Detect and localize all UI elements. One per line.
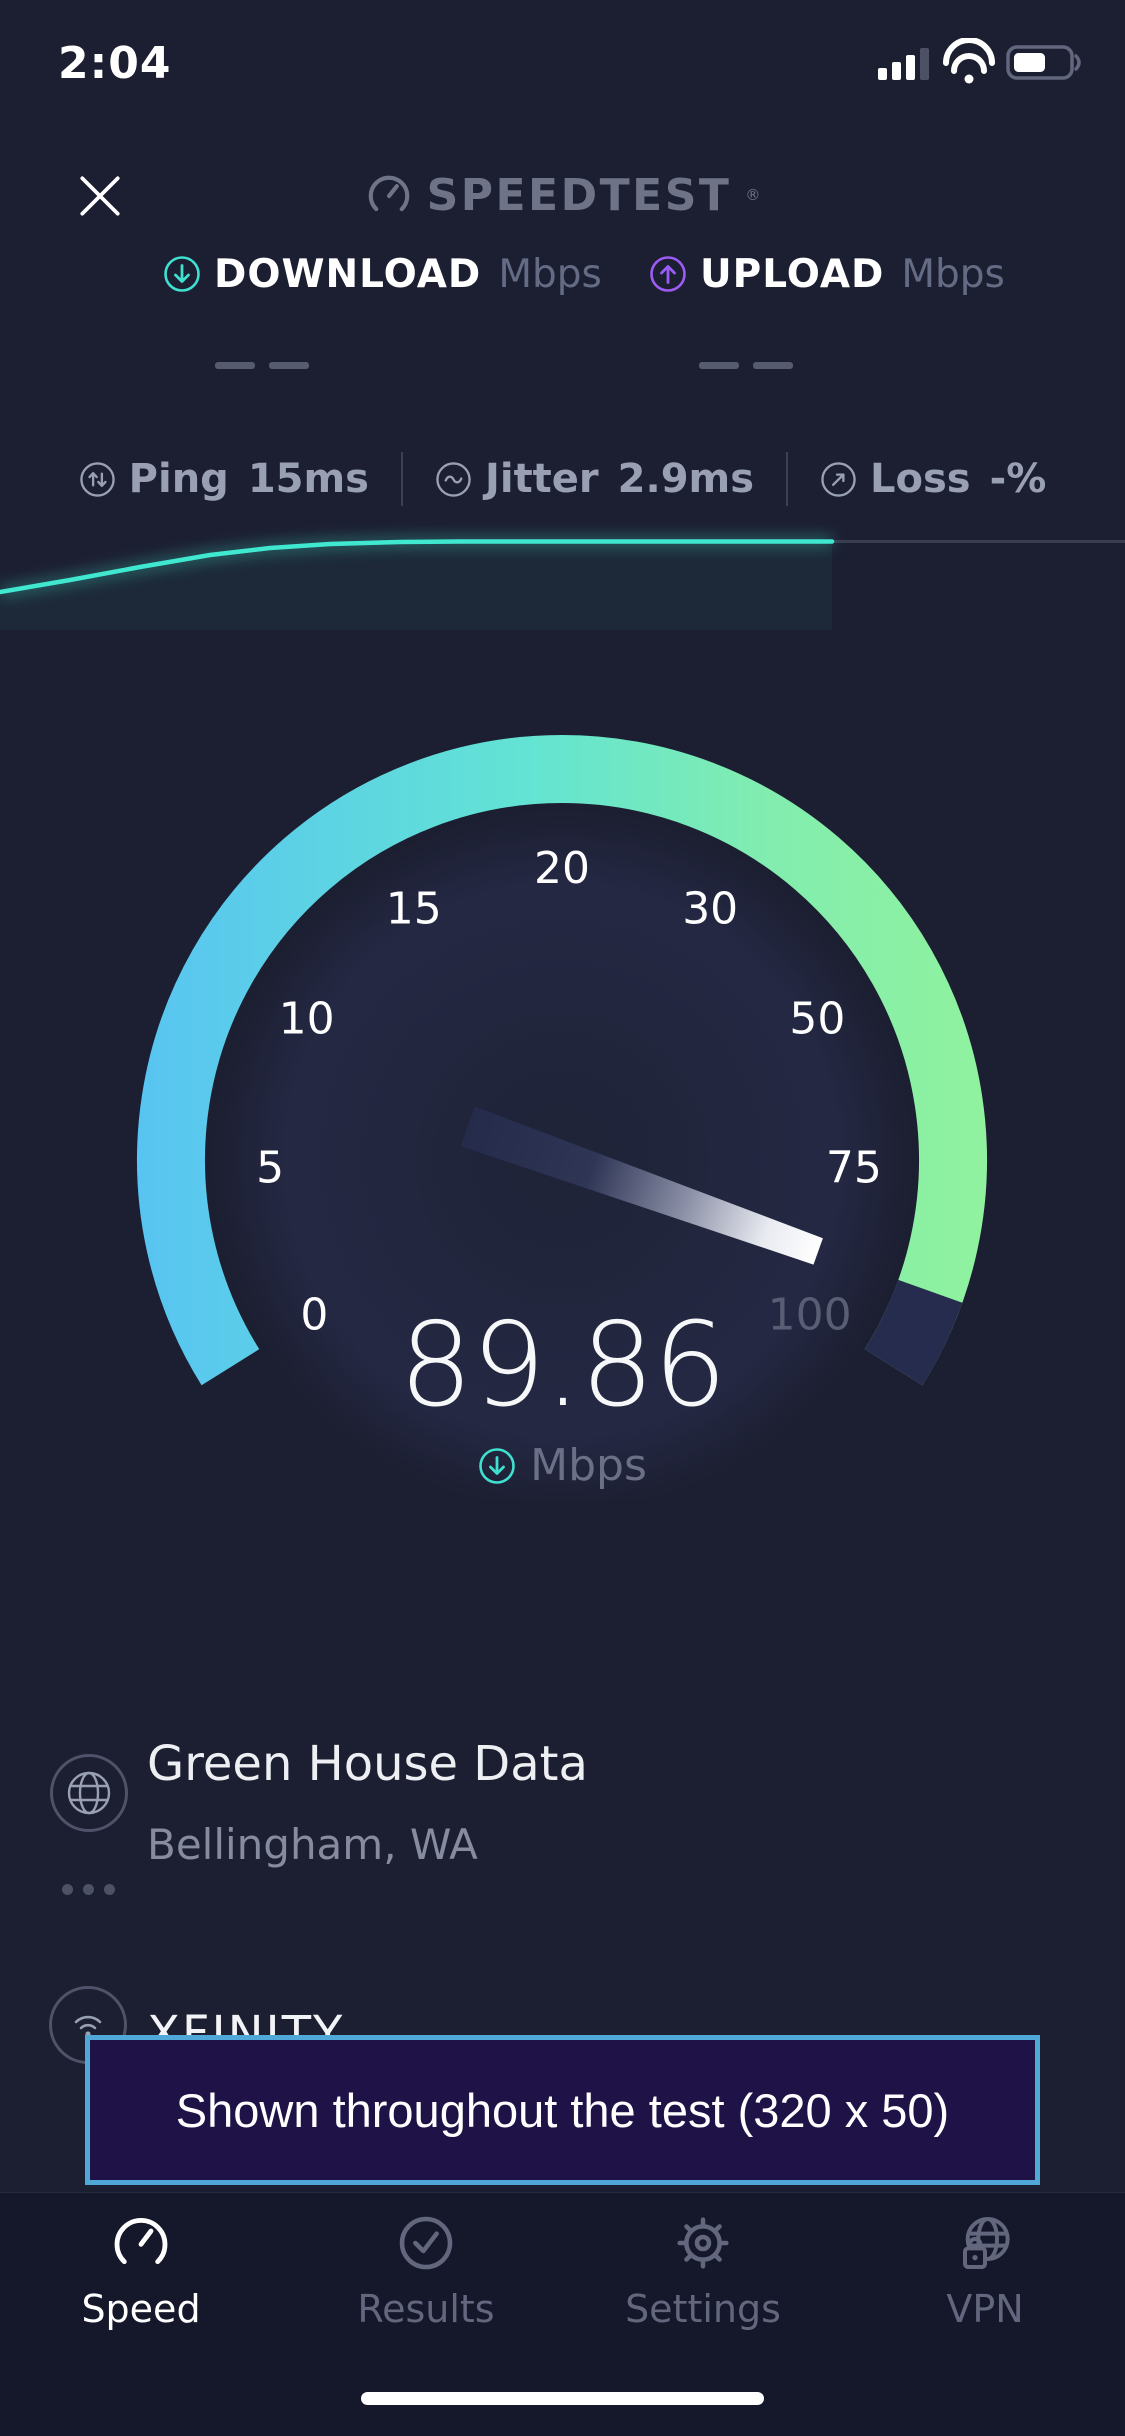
wifi-icon [943, 38, 995, 84]
speed-gauge: 0 5 10 15 20 30 50 75 100 [137, 735, 987, 1500]
loss-stat: Loss -% [820, 456, 1046, 502]
gauge-tick-10: 10 [279, 993, 335, 1044]
jitter-icon [436, 461, 471, 497]
download-placeholder-dash [269, 362, 309, 369]
upload-metric: UPLOAD Mbps [649, 251, 1005, 297]
change-server-ellipsis[interactable] [62, 1884, 115, 1895]
speedtest-logo: SPEEDTEST ® [0, 168, 1125, 222]
upload-icon [650, 256, 686, 292]
download-unit: Mbps [498, 251, 602, 297]
upload-placeholder-dash [699, 362, 739, 369]
gauge-tick-30: 30 [682, 883, 738, 934]
loss-icon [821, 461, 856, 497]
ping-stat: Ping 15ms [79, 456, 369, 502]
vpn-globe-lock-icon [963, 2217, 1010, 2269]
tab-results-label: Results [357, 2287, 495, 2331]
loss-label: Loss [870, 456, 971, 502]
status-time: 2:04 [58, 38, 172, 89]
registered-mark: ® [745, 186, 761, 204]
server-location: Bellingham, WA [147, 1820, 478, 1869]
cellular-signal-icon [878, 48, 929, 80]
server-name: Green House Data [147, 1736, 588, 1792]
gauge-tick-15: 15 [386, 883, 442, 934]
ping-label: Ping [128, 456, 229, 502]
close-icon[interactable] [75, 171, 125, 221]
ad-text: Shown throughout the test (320 x 50) [175, 2083, 950, 2137]
tab-settings[interactable]: Settings [608, 2211, 798, 2331]
gauge-tick-labels: 0 5 10 15 20 30 50 75 100 [256, 843, 882, 1341]
latency-stats-row: Ping 15ms Jitter 2.9ms Loss -% [0, 452, 1125, 506]
divider [400, 452, 403, 506]
download-placeholder-dash [215, 362, 255, 369]
gauge-tick-100: 100 [768, 1290, 852, 1341]
download-direction-icon [479, 1447, 515, 1484]
gauge-tick-0: 0 [300, 1290, 328, 1341]
speed-unit: Mbps [530, 1440, 647, 1491]
speedtest-gauge-logo-icon [368, 175, 409, 212]
server-globe-badge[interactable] [50, 1754, 128, 1832]
jitter-label: Jitter [484, 456, 599, 502]
divider [786, 452, 789, 506]
ad-banner[interactable]: Shown throughout the test (320 x 50) [85, 2035, 1040, 2185]
jitter-stat: Jitter 2.9ms [435, 456, 754, 502]
loss-value: -% [989, 456, 1047, 502]
upload-label: UPLOAD [700, 251, 885, 297]
download-metric: DOWNLOAD Mbps [163, 251, 602, 297]
tab-vpn[interactable]: VPN [890, 2211, 1080, 2331]
settings-gear-icon [677, 2217, 729, 2269]
speed-gauge-icon [114, 2218, 168, 2265]
battery-icon [1006, 45, 1081, 80]
gauge-tick-5: 5 [256, 1143, 284, 1194]
gauge-needle [460, 1106, 823, 1265]
tab-speed[interactable]: Speed [46, 2211, 236, 2331]
current-speed-value: 89.86 [398, 1298, 727, 1433]
status-icons [878, 38, 1081, 84]
ping-icon [79, 461, 115, 497]
jitter-value: 2.9ms [617, 456, 755, 502]
home-indicator[interactable] [361, 2392, 764, 2405]
upload-placeholder-dash [753, 362, 793, 369]
gauge-tick-50: 50 [789, 993, 845, 1044]
tab-speed-label: Speed [81, 2287, 201, 2331]
download-label: DOWNLOAD [214, 251, 482, 297]
ping-value: 15ms [247, 456, 369, 502]
upload-unit: Mbps [901, 251, 1005, 297]
tab-results[interactable]: Results [331, 2211, 521, 2331]
results-check-icon [399, 2216, 453, 2270]
tab-settings-label: Settings [625, 2287, 781, 2331]
speed-sparkline-chart [0, 535, 1125, 630]
logo-wordmark: SPEEDTEST [426, 169, 732, 221]
tab-vpn-label: VPN [946, 2287, 1024, 2331]
current-speed-unit-row: Mbps [0, 1440, 1125, 1491]
gauge-arc [137, 735, 987, 1386]
gauge-tick-20: 20 [534, 843, 590, 894]
download-icon [164, 256, 200, 292]
globe-icon [67, 1771, 111, 1815]
gauge-arc-remaining [864, 1279, 963, 1386]
gauge-tick-75: 75 [826, 1143, 882, 1194]
